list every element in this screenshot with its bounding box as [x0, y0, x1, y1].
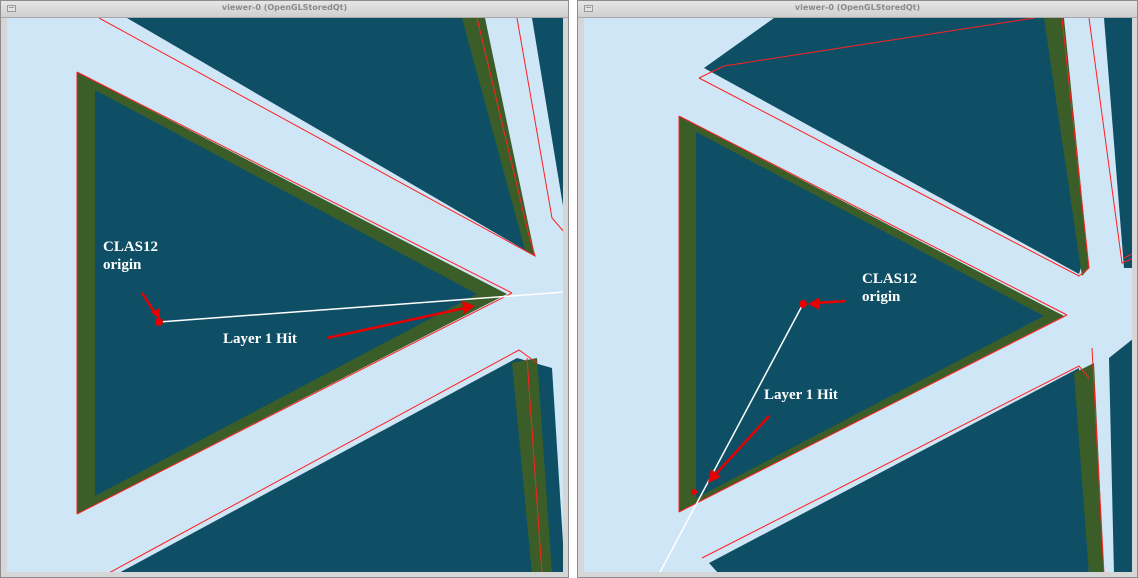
detector-module-right: [1088, 18, 1132, 268]
hit-marker: [691, 489, 697, 495]
origin-marker: [155, 318, 163, 326]
track-line: [158, 291, 563, 323]
detector-module-lower: [701, 363, 1104, 572]
viewer-window-right: viewer-0 (OpenGLStoredQt): [577, 0, 1138, 578]
opengl-viewport[interactable]: CLAS12 origin Layer 1 Hit: [584, 18, 1132, 572]
hit-arrow: [713, 415, 770, 477]
origin-label: CLAS12 origin: [103, 239, 159, 273]
scene-canvas: [76, 18, 563, 572]
viewer-window-left: viewer-0 (OpenGLStoredQt): [0, 0, 569, 578]
detector-module-upper: [698, 18, 1090, 277]
detector-module-right: [516, 18, 563, 232]
hit-label: Layer 1 Hit: [764, 387, 838, 403]
detector-module-lower-right: [1091, 253, 1132, 572]
scene-canvas: [659, 18, 1132, 572]
opengl-viewport[interactable]: CLAS12 origin Layer 1 Hit: [7, 18, 563, 572]
track-line: [659, 303, 804, 572]
window-title: viewer-0 (OpenGLStoredQt): [221, 3, 348, 12]
origin-marker: [799, 300, 807, 308]
hit-arrow: [326, 306, 466, 340]
window-titlebar[interactable]: viewer-0 (OpenGLStoredQt): [578, 1, 1137, 18]
detector-module-lower: [109, 349, 563, 572]
window-titlebar[interactable]: viewer-0 (OpenGLStoredQt): [1, 1, 568, 18]
detector-module-main: [76, 71, 513, 515]
window-title: viewer-0 (OpenGLStoredQt): [794, 3, 921, 12]
detector-module-upper: [98, 18, 536, 258]
hit-label: Layer 1 Hit: [223, 331, 297, 347]
window-menu-icon[interactable]: [584, 5, 593, 12]
window-menu-icon[interactable]: [7, 5, 16, 12]
origin-arrow: [815, 299, 847, 305]
origin-label: CLAS12 origin: [862, 271, 918, 305]
detector-module-main: [678, 115, 1068, 513]
